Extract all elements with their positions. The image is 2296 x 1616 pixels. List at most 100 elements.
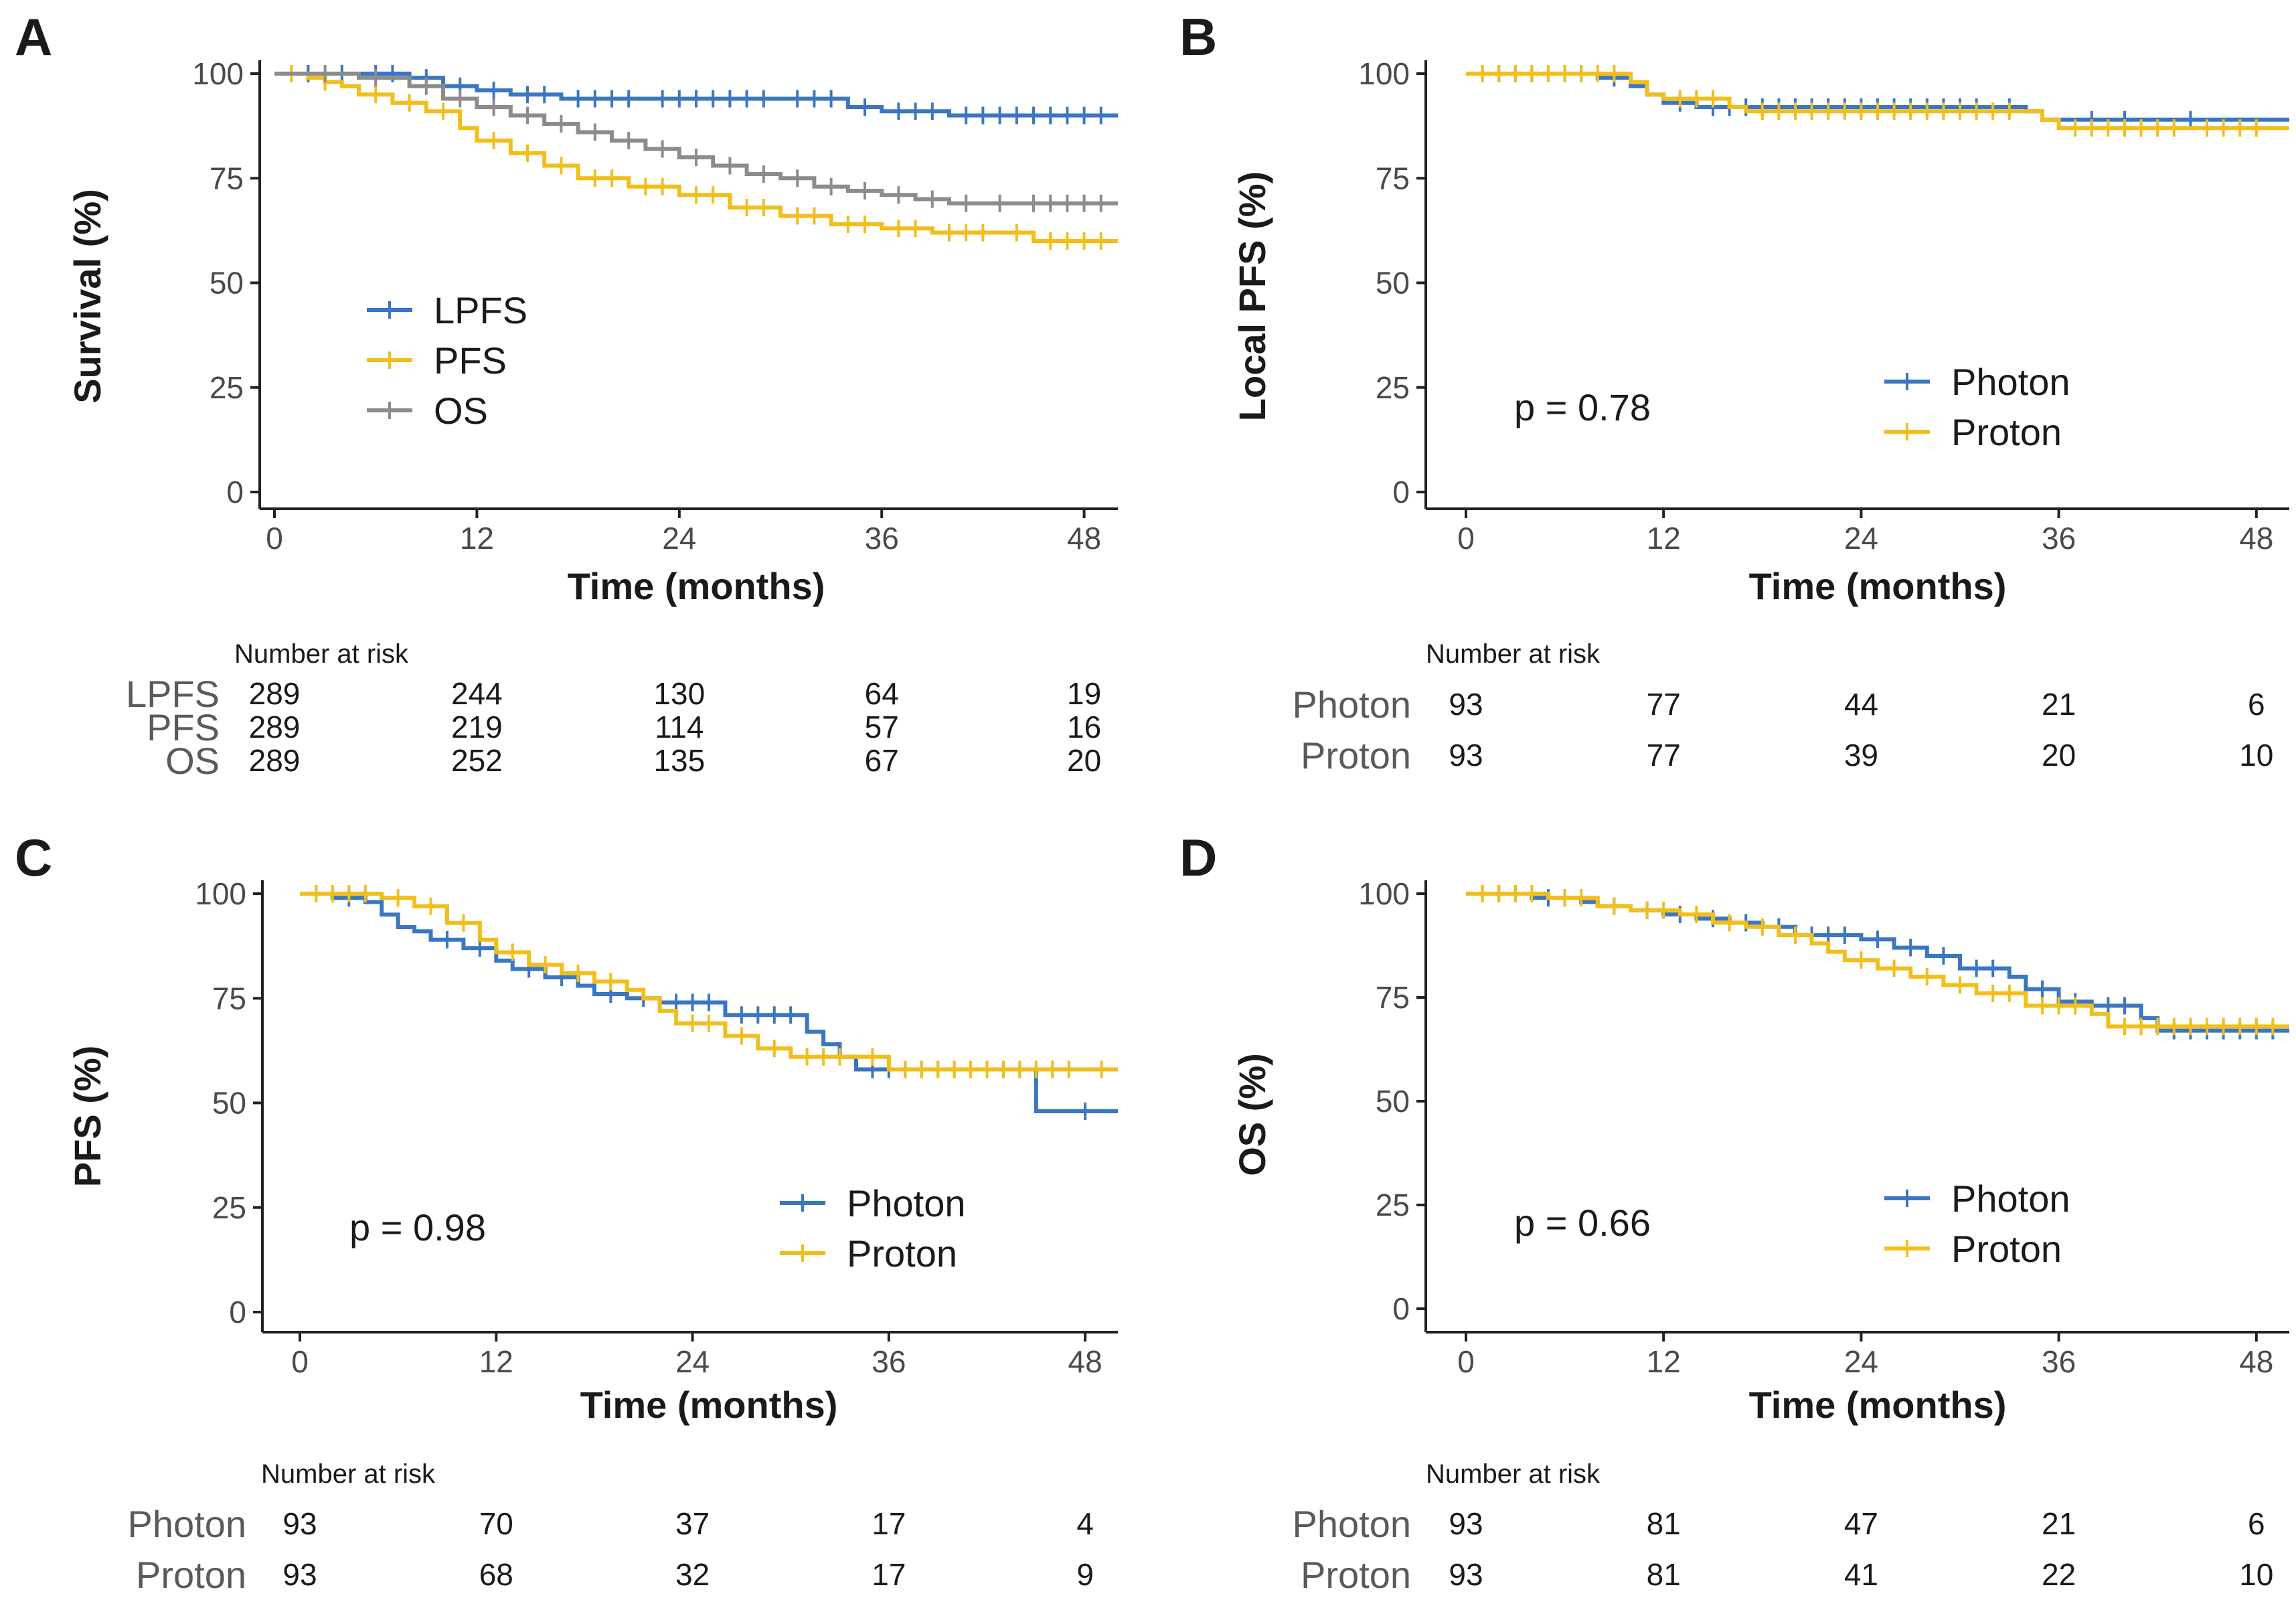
risk-count: 289 xyxy=(249,743,301,778)
panel-c: C 0 25 50 75 100 0 12 24 36 48 Time (months) PFS (%)… xyxy=(15,828,1118,1596)
risk-count: 77 xyxy=(1647,738,1681,773)
risk-count: 67 xyxy=(865,743,899,778)
y-tick-label: 50 xyxy=(212,1086,246,1121)
risk-count: 77 xyxy=(1647,687,1681,722)
risk-table-title: Number at risk xyxy=(1426,639,1601,669)
p-value: p = 0.66 xyxy=(1514,1202,1651,1244)
x-tick-label: 36 xyxy=(2042,1344,2076,1379)
risk-count: 70 xyxy=(479,1506,513,1541)
panel-label: C xyxy=(15,828,52,887)
risk-table-title: Number at risk xyxy=(1426,1459,1601,1489)
risk-count: 20 xyxy=(1067,743,1101,778)
risk-count: 244 xyxy=(451,676,503,711)
legend-label: Proton xyxy=(1951,411,2062,453)
risk-count: 93 xyxy=(282,1557,317,1592)
legend-label: Proton xyxy=(1951,1228,2062,1270)
legend-label: Photon xyxy=(847,1182,966,1224)
x-tick-label: 0 xyxy=(266,521,283,556)
risk-count: 47 xyxy=(1844,1506,1878,1541)
y-tick-label: 100 xyxy=(1358,56,1410,91)
y-axis-title: Survival (%) xyxy=(66,189,108,404)
x-axis-title: Time (months) xyxy=(1749,1384,2007,1426)
y-tick-label: 100 xyxy=(1358,876,1410,911)
x-tick-label: 48 xyxy=(2239,1344,2273,1379)
series-os xyxy=(274,65,1118,212)
legend-label: Photon xyxy=(1951,361,2070,403)
panel-b: B 0 25 50 75 100 0 12 24 36 48 Time (months) Local P… xyxy=(1179,7,2289,777)
panel-a: A 0 25 50 75 100 0 12 24 36 48 Time (months) Surviva… xyxy=(15,7,1118,782)
risk-row-label: Photon xyxy=(1293,683,1412,726)
series-proton xyxy=(1466,885,2289,1036)
risk-count: 21 xyxy=(2042,687,2076,722)
risk-count: 219 xyxy=(451,710,503,744)
legend-label: LPFS xyxy=(434,289,527,331)
x-tick-label: 48 xyxy=(1067,521,1101,556)
y-tick-label: 75 xyxy=(210,161,244,195)
risk-count: 44 xyxy=(1844,687,1878,722)
risk-count: 68 xyxy=(479,1557,513,1592)
risk-count: 81 xyxy=(1647,1506,1681,1541)
legend-item-photon: Photon xyxy=(1884,1178,2070,1220)
risk-count: 37 xyxy=(675,1506,710,1541)
risk-count: 16 xyxy=(1067,710,1101,744)
risk-count: 81 xyxy=(1647,1557,1681,1592)
risk-count: 289 xyxy=(249,710,301,744)
risk-count: 4 xyxy=(1076,1506,1094,1541)
x-tick-label: 24 xyxy=(675,1344,710,1379)
risk-count: 9 xyxy=(1076,1557,1094,1592)
x-tick-label: 12 xyxy=(460,521,494,556)
legend-item-photon: Photon xyxy=(780,1182,966,1224)
risk-table: Number at risk Photon 93 77 44 21 6 Proton 93 77 3… xyxy=(1293,639,2274,777)
risk-count: 10 xyxy=(2239,738,2273,773)
legend-label: Proton xyxy=(847,1232,957,1275)
risk-row-label: Proton xyxy=(1301,1554,1411,1596)
risk-count: 6 xyxy=(2248,687,2265,722)
x-tick-label: 36 xyxy=(2042,521,2076,556)
x-tick-label: 24 xyxy=(1844,1344,1878,1379)
x-axis-title: Time (months) xyxy=(1749,565,2007,607)
y-tick-label: 50 xyxy=(1376,266,1410,301)
y-axis-title: PFS (%) xyxy=(66,1046,108,1188)
series-photon xyxy=(300,889,1118,1120)
series-proton xyxy=(300,885,1118,1078)
risk-count: 32 xyxy=(675,1557,710,1592)
risk-count: 130 xyxy=(653,676,705,711)
risk-count: 10 xyxy=(2239,1557,2273,1592)
x-tick-label: 0 xyxy=(1457,521,1475,556)
x-tick-label: 24 xyxy=(1844,521,1878,556)
y-tick-label: 0 xyxy=(229,1295,246,1329)
risk-count: 93 xyxy=(1449,738,1483,773)
y-tick-label: 0 xyxy=(1392,475,1410,509)
legend-item-lpfs: LPFS xyxy=(367,289,527,331)
p-value: p = 0.98 xyxy=(349,1206,486,1248)
risk-table-title: Number at risk xyxy=(234,639,409,669)
risk-count: 64 xyxy=(865,676,899,711)
risk-count: 252 xyxy=(451,743,503,778)
legend-item-os: OS xyxy=(367,390,488,432)
legend-item-proton: Proton xyxy=(1884,1228,2062,1270)
y-tick-label: 75 xyxy=(1376,161,1410,195)
series-proton xyxy=(1466,65,2289,137)
y-tick-label: 0 xyxy=(226,475,244,509)
x-axis-title: Time (months) xyxy=(568,565,825,607)
x-tick-label: 12 xyxy=(479,1344,513,1379)
y-tick-label: 75 xyxy=(1376,980,1410,1015)
panel-label: D xyxy=(1179,828,1217,887)
p-value: p = 0.78 xyxy=(1514,386,1651,428)
x-tick-label: 36 xyxy=(872,1344,906,1379)
legend-item-proton: Proton xyxy=(1884,411,2062,453)
risk-table-title: Number at risk xyxy=(261,1459,436,1489)
risk-table: Number at risk Photon 93 81 47 21 6 Proton 93 81 4… xyxy=(1293,1459,2274,1596)
km-curve-proton xyxy=(1466,72,2289,131)
legend-item-photon: Photon xyxy=(1884,361,2070,403)
legend-item-proton: Proton xyxy=(780,1232,957,1275)
x-tick-label: 0 xyxy=(291,1344,309,1379)
risk-count: 114 xyxy=(655,710,704,744)
risk-count: 19 xyxy=(1067,676,1101,711)
y-tick-label: 25 xyxy=(210,370,244,405)
risk-row-label: Proton xyxy=(1301,734,1411,777)
x-tick-label: 48 xyxy=(1068,1344,1102,1379)
series-lpfs xyxy=(274,65,1118,125)
y-tick-label: 100 xyxy=(195,876,246,911)
